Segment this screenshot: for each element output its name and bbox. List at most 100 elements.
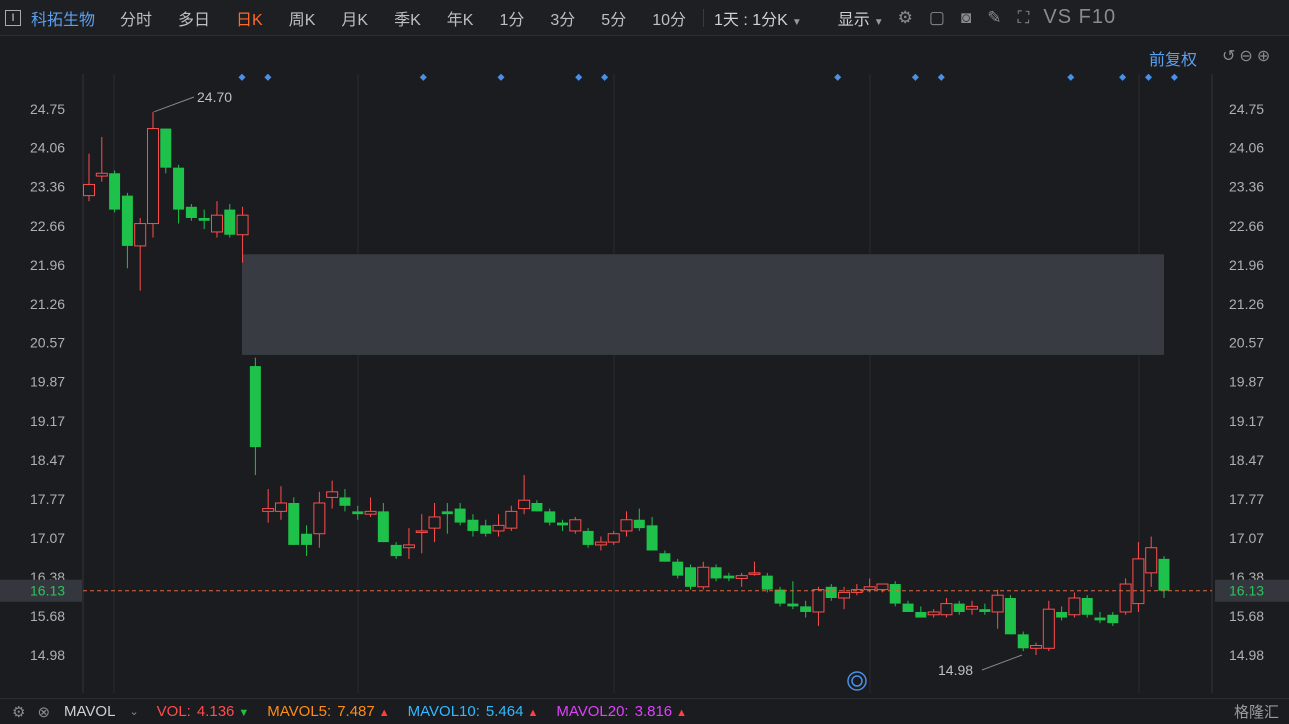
candle-body-down bbox=[301, 533, 313, 545]
vs-f10-button[interactable]: VS F10 bbox=[1043, 6, 1117, 28]
event-marker-icon bbox=[238, 73, 246, 81]
candle bbox=[518, 475, 531, 515]
ticker-box-icon[interactable]: I bbox=[5, 9, 21, 26]
candle-body-up bbox=[991, 594, 1004, 613]
fullscreen-icon[interactable]: ⛶ bbox=[1017, 7, 1030, 27]
period-1min[interactable]: 1分 bbox=[499, 11, 525, 29]
candle-body-down bbox=[1017, 634, 1029, 649]
candle bbox=[402, 528, 415, 559]
kline-chart[interactable]: 24.75 24.75 24.06 24.06 23.36 23.36 22.66 22.66… bbox=[0, 36, 1289, 698]
indicator-value: 7.487 bbox=[337, 703, 375, 720]
candle bbox=[812, 586, 825, 626]
period-5min[interactable]: 5分 bbox=[601, 11, 627, 29]
candle-body-up bbox=[313, 502, 326, 535]
current-price-tag-right bbox=[1215, 579, 1289, 602]
period-yearly-k[interactable]: 年K bbox=[446, 11, 474, 29]
high-annotation-label: 24.70 bbox=[197, 89, 232, 105]
indicator-value: 5.464 bbox=[485, 703, 524, 720]
y-tick-label-left: 21.96 bbox=[30, 257, 65, 273]
candle-body-down bbox=[1081, 597, 1093, 615]
candle-body-up bbox=[134, 223, 147, 247]
period-3min[interactable]: 3分 bbox=[550, 11, 576, 29]
candle bbox=[557, 519, 569, 531]
y-tick-label-left: 19.87 bbox=[30, 374, 65, 390]
y-tick-label-left: 14.98 bbox=[30, 647, 65, 663]
candle-body-down bbox=[339, 497, 351, 506]
candle bbox=[146, 111, 159, 238]
y-tick-label-right: 19.17 bbox=[1229, 413, 1264, 429]
candle-body-down bbox=[1056, 611, 1068, 618]
candle bbox=[288, 497, 300, 545]
chevron-down-icon[interactable]: ⌄ bbox=[129, 706, 139, 718]
period-weekly-k[interactable]: 周K bbox=[288, 11, 316, 29]
candle-body-down bbox=[531, 502, 543, 512]
chart-controls: ↺⊖⊕ bbox=[1222, 46, 1274, 66]
zoom-out-icon[interactable]: ⊖ bbox=[1239, 48, 1257, 65]
candle-body-down bbox=[390, 544, 402, 557]
period-intraday[interactable]: 分时 bbox=[120, 11, 153, 29]
event-marker-icon bbox=[834, 73, 842, 81]
zoom-in-icon[interactable]: ⊕ bbox=[1256, 48, 1275, 65]
candle-body-up bbox=[697, 566, 710, 588]
period-10min[interactable]: 10分 bbox=[652, 11, 687, 29]
candle-body-up bbox=[966, 605, 979, 610]
candle bbox=[454, 502, 466, 526]
adjust-mode-button[interactable]: 前复权 bbox=[1149, 52, 1198, 69]
candle-body-down bbox=[1107, 614, 1119, 624]
candle-body-up bbox=[364, 510, 377, 515]
annotations: 24.70 14.98 bbox=[153, 89, 1023, 691]
q-badge-ring bbox=[847, 671, 867, 691]
period-multi-day[interactable]: 多日 bbox=[178, 11, 211, 29]
pen-icon[interactable]: ✎ bbox=[987, 7, 1002, 27]
camera-icon[interactable]: ◙ bbox=[960, 7, 972, 27]
y-tick-label-right: 19.87 bbox=[1229, 374, 1264, 390]
rectangle-icon[interactable]: ▢ bbox=[928, 7, 945, 27]
candle bbox=[364, 497, 377, 517]
candle bbox=[684, 564, 696, 590]
period-daily-k[interactable]: 日K bbox=[236, 11, 263, 29]
candle bbox=[301, 525, 313, 557]
display-dropdown[interactable]: 显示 ▼ bbox=[832, 6, 890, 30]
gap-zone-rect bbox=[242, 254, 1164, 355]
event-marker-icon bbox=[1170, 73, 1178, 81]
candle-body-up bbox=[518, 499, 531, 510]
event-marker-icon bbox=[937, 73, 945, 81]
candle-body-down bbox=[787, 603, 799, 607]
indicator-label: MAVOL20: bbox=[556, 703, 629, 720]
stock-name[interactable]: 科拓生物 bbox=[31, 11, 96, 29]
candle bbox=[646, 516, 658, 551]
candle-body-up bbox=[415, 530, 428, 533]
close-icon[interactable]: ⊗ bbox=[37, 703, 51, 721]
candle bbox=[83, 153, 95, 202]
arrow-up-icon: ▲ bbox=[378, 707, 390, 719]
period-monthly-k[interactable]: 月K bbox=[341, 11, 369, 29]
candle bbox=[710, 564, 722, 582]
candle-body-down bbox=[1004, 597, 1016, 635]
gear-icon[interactable]: ⚙ bbox=[12, 703, 26, 721]
candle bbox=[735, 572, 748, 587]
candle bbox=[1017, 631, 1029, 652]
period-quarterly-k[interactable]: 季K bbox=[394, 11, 421, 29]
indicator-name[interactable]: MAVOL bbox=[64, 703, 116, 720]
current-price-label-left: 16.13 bbox=[30, 583, 65, 599]
event-marker-icon bbox=[1119, 73, 1127, 81]
candle-body-down bbox=[109, 173, 121, 210]
y-axis-labels: 24.75 24.75 24.06 24.06 23.36 23.36 22.66 22.66… bbox=[0, 101, 1289, 663]
high-annotation-line bbox=[153, 96, 195, 113]
candle bbox=[569, 516, 582, 534]
gear-icon[interactable]: ⚙ bbox=[897, 7, 913, 27]
candle-body-up bbox=[262, 508, 275, 512]
indicator-value: 4.136 bbox=[196, 703, 235, 720]
candle bbox=[121, 192, 133, 269]
custom-period-dropdown[interactable]: 1天 : 1分K ▼ bbox=[708, 6, 808, 30]
grid-lines bbox=[82, 74, 1213, 693]
candle-body-down bbox=[672, 561, 684, 576]
candle-body-up bbox=[274, 502, 287, 512]
candle-body-up bbox=[326, 491, 339, 498]
undo-icon[interactable]: ↺ bbox=[1222, 48, 1240, 65]
indicator-value: 3.816 bbox=[634, 703, 673, 720]
candle bbox=[1094, 611, 1106, 624]
candle bbox=[902, 600, 914, 612]
y-tick-label-left: 20.57 bbox=[30, 335, 65, 351]
event-marker-icon bbox=[911, 73, 919, 81]
